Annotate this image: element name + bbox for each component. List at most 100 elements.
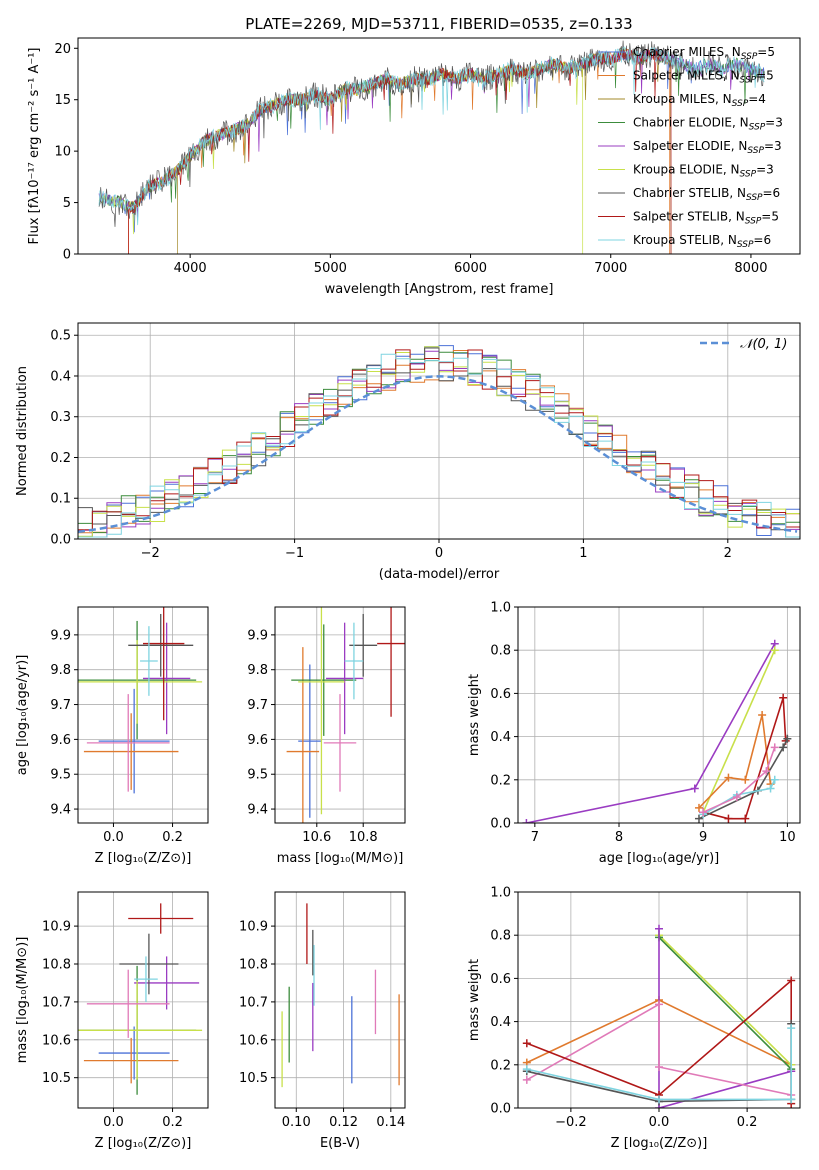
weight-marker	[741, 775, 750, 784]
histogram-chabrier_stelib	[78, 347, 800, 538]
weight-marker	[522, 819, 531, 823]
y-tick-label: 9.4	[50, 803, 71, 818]
panel-age-vs-mass: 10.6 10.8 9.4 9.5 9.6 9.7 9.8 9.9 mass [log₁₀(M/…	[247, 606, 406, 866]
plot-area	[522, 639, 792, 823]
weight-line-pink	[526, 1002, 792, 1096]
x-axis-label: Z [log₁₀(Z/Z⊙)]	[95, 1136, 192, 1151]
weight-line-salpeter_elodie	[658, 928, 792, 1108]
y-axis-label: mass weight	[467, 959, 482, 1041]
y-tick-label: 0.4	[490, 1015, 511, 1030]
y-axis-label: mass weight	[467, 674, 482, 756]
weight-marker	[787, 976, 796, 985]
x-tick-label: 0.2	[737, 1115, 758, 1130]
weight-marker	[779, 693, 788, 702]
normal-curve	[78, 375, 798, 534]
x-tick-label: 10	[779, 830, 796, 845]
weight-marker	[655, 924, 663, 933]
x-tick-label: 0.2	[162, 1115, 183, 1130]
spectrum-line-salpeter_miles	[128, 48, 670, 254]
weight-marker	[770, 775, 779, 784]
plot-area	[98, 40, 765, 254]
axes-frame	[77, 891, 209, 1109]
weight-marker	[787, 1095, 796, 1104]
legend-entry: Chabrier ELODIE, NSSP=3	[633, 116, 783, 133]
y-tick-label: 10.8	[42, 958, 71, 973]
weight-marker	[770, 646, 779, 655]
x-tick-label: 8000	[734, 261, 767, 276]
y-tick-label: 0	[63, 248, 71, 263]
y-tick-label: 10.6	[239, 1033, 268, 1048]
y-tick-label: 0.6	[490, 687, 511, 702]
weight-marker	[690, 784, 699, 793]
plot-area	[78, 345, 800, 538]
y-tick-label: 0.1	[50, 492, 71, 507]
panel-weight-vs-age: 7 8 9 10 0.0 0.2 0.4 0.6 0.8 1.0 age [log₁₀(age/yr…	[467, 601, 801, 866]
y-tick-label: 9.4	[247, 803, 268, 818]
legend-entry: Kroupa STELIB, NSSP=6	[633, 233, 771, 250]
x-axis-label: wavelength [Angstrom, rest frame]	[325, 282, 554, 297]
x-tick-label: 10.8	[349, 830, 378, 845]
y-tick-label: 0.2	[490, 773, 511, 788]
weight-marker	[655, 1000, 663, 1009]
y-tick-label: 9.8	[247, 663, 268, 678]
legend: Chabrier MILES, NSSP=5 Salpeter MILES, NS…	[598, 45, 783, 250]
y-tick-label: 9.8	[50, 663, 71, 678]
weight-marker	[522, 1065, 531, 1074]
y-tick-label: 0.3	[50, 410, 71, 425]
y-tick-label: 9.5	[50, 768, 71, 783]
weight-marker	[724, 814, 733, 823]
panel-residuals: −2 −1 0 1 2 0.0 0.1 0.2 0.3 0.4 0.5 (data-model)/er…	[15, 322, 801, 582]
y-tick-label: 0.8	[490, 929, 511, 944]
spectrum-line-salpeter_stelib	[128, 48, 672, 254]
axes-frame	[77, 322, 801, 540]
panel-spectrum: 4000 5000 6000 7000 8000 0 5 10 15 20 wavelength […	[27, 15, 801, 297]
x-axis-label: (data-model)/error	[379, 567, 500, 582]
plot-area	[281, 903, 400, 1088]
weight-line-kroupa_elodie	[702, 649, 776, 813]
weight-marker	[758, 711, 767, 719]
x-tick-label: 0	[435, 546, 443, 561]
weight-marker	[783, 734, 792, 743]
weight-line-kroupa_stelib	[526, 1028, 792, 1101]
legend-entry: 𝒩(0, 1)	[740, 337, 787, 352]
y-axis-label: Flux [fλ10⁻¹⁷ erg cm⁻² s⁻¹ A⁻¹]	[27, 48, 42, 245]
x-tick-label: 4000	[174, 261, 207, 276]
y-tick-label: 9.7	[247, 698, 268, 713]
weight-marker	[787, 1024, 796, 1033]
plot-area	[78, 903, 203, 1095]
x-tick-label: 10.6	[302, 830, 331, 845]
y-tick-label: 1.0	[490, 886, 511, 901]
y-tick-label: 0.5	[50, 329, 71, 344]
y-tick-label: 0.8	[490, 644, 511, 659]
legend-entry: Salpeter STELIB, NSSP=5	[633, 210, 779, 227]
x-axis-label: mass [log₁₀(M/M⊙)]	[277, 851, 404, 866]
weight-marker	[732, 793, 741, 802]
x-tick-label: 0.2	[162, 830, 183, 845]
x-tick-label: 5000	[314, 261, 347, 276]
y-axis-label: age [log₁₀(age/yr)]	[15, 655, 30, 776]
spectrum-line-kroupa_elodie	[98, 59, 584, 254]
weight-line-salpeter_stelib	[703, 697, 787, 820]
legend-entry: Kroupa ELODIE, NSSP=3	[633, 163, 774, 180]
x-tick-label: 9	[699, 830, 707, 845]
x-tick-label: −0.2	[555, 1115, 587, 1130]
weight-marker	[522, 1075, 531, 1084]
weight-marker	[779, 743, 788, 752]
y-tick-label: 10.9	[42, 920, 71, 935]
plot-area	[286, 607, 405, 823]
x-tick-label: 8	[615, 830, 623, 845]
axes-frame	[517, 606, 801, 824]
y-tick-label: 0.6	[490, 972, 511, 987]
legend-entry: Kroupa MILES, NSSP=4	[633, 92, 766, 109]
legend-entry: Chabrier MILES, NSSP=5	[633, 45, 775, 62]
weight-marker	[741, 814, 750, 823]
x-tick-label: 0.10	[282, 1115, 311, 1130]
y-tick-label: 10.7	[239, 995, 268, 1010]
panel-age-vs-Z: 0.0 0.2 9.4 9.5 9.6 9.7 9.8 9.9 Z [log₁₀(Z/Z⊙)] a…	[15, 606, 209, 866]
y-axis-label: mass [log₁₀(M/M⊙)]	[15, 937, 30, 1064]
histogram-kroupa_stelib	[78, 353, 800, 538]
y-axis-label: Normed distribution	[15, 366, 30, 496]
weight-marker	[762, 767, 771, 776]
y-tick-label: 9.5	[247, 768, 268, 783]
